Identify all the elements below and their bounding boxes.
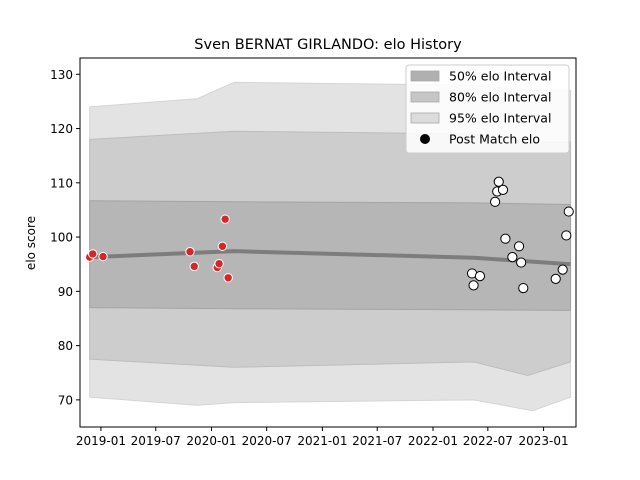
data-point bbox=[563, 206, 574, 217]
data-point bbox=[189, 261, 199, 272]
x-tick-label: 2022-01 bbox=[408, 434, 458, 448]
x-tick-label: 2019-01 bbox=[76, 434, 126, 448]
data-point bbox=[513, 241, 525, 252]
legend-label: Post Match elo bbox=[449, 132, 540, 147]
legend-swatch bbox=[410, 70, 440, 82]
y-tick-label: 80 bbox=[58, 339, 73, 353]
legend-box bbox=[405, 64, 570, 154]
data-point bbox=[474, 271, 486, 282]
x-tick-label: 2021-07 bbox=[352, 434, 402, 448]
x-tick-label: 2023-01 bbox=[519, 434, 569, 448]
data-point bbox=[497, 184, 509, 195]
y-tick-label: 110 bbox=[50, 176, 73, 190]
post-match-points bbox=[84, 176, 574, 294]
data-point bbox=[217, 241, 228, 251]
x-tick-label: 2021-01 bbox=[297, 434, 347, 448]
data-point bbox=[500, 233, 511, 244]
data-point bbox=[516, 257, 527, 268]
legend-marker bbox=[420, 134, 430, 144]
data-point bbox=[98, 251, 108, 262]
data-point bbox=[493, 176, 504, 187]
data-point bbox=[88, 249, 98, 259]
y-tick-label: 100 bbox=[50, 231, 73, 245]
x-tick-label: 2022-07 bbox=[463, 434, 513, 448]
legend-swatch bbox=[410, 91, 440, 103]
data-point bbox=[561, 230, 572, 241]
x-tick-label: 2020-01 bbox=[186, 434, 236, 448]
legend: 50% elo Interval 80% elo Interval 95% elo … bbox=[405, 64, 570, 154]
y-tick-label: 130 bbox=[50, 68, 73, 82]
legend-label: 95% elo Interval bbox=[449, 111, 551, 126]
legend-swatch bbox=[410, 112, 440, 124]
chart-title: Sven BERNAT GIRLANDO: elo History bbox=[194, 37, 462, 53]
data-point bbox=[223, 273, 233, 283]
y-tick-label: 120 bbox=[50, 122, 73, 136]
data-point bbox=[550, 273, 561, 284]
data-point bbox=[214, 258, 224, 269]
y-tick-label: 90 bbox=[58, 285, 73, 299]
data-point bbox=[185, 247, 195, 257]
y-axis: 70 80 90 100 110 120 130 bbox=[50, 68, 80, 407]
x-tick-label: 2020-07 bbox=[242, 434, 292, 448]
data-point bbox=[468, 280, 479, 291]
data-point bbox=[507, 252, 518, 263]
y-tick-label: 70 bbox=[58, 393, 73, 407]
x-axis: 2019-01 2019-07 2020-01 2020-07 2021-01 2021-… bbox=[76, 427, 569, 448]
legend-label: 80% elo Interval bbox=[449, 90, 551, 105]
x-tick-label: 2019-07 bbox=[131, 434, 181, 448]
data-point bbox=[490, 196, 501, 207]
data-point bbox=[220, 214, 230, 224]
data-point bbox=[557, 264, 568, 275]
plot-area bbox=[84, 81, 574, 412]
legend-label: 50% elo Interval bbox=[449, 69, 551, 84]
data-point bbox=[518, 282, 529, 294]
y-axis-label: elo score bbox=[24, 216, 38, 270]
plot-frame bbox=[79, 57, 577, 428]
